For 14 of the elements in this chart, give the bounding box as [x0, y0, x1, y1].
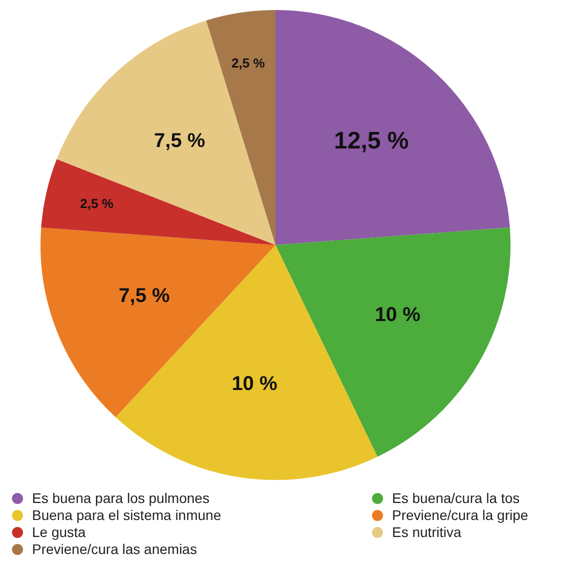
data-label: 2,5 % — [80, 196, 114, 211]
data-label: 12,5 % — [334, 127, 409, 154]
legend-label: Previene/cura la gripe — [392, 507, 528, 523]
legend-label: Es buena para los pulmones — [32, 490, 210, 506]
legend-label: Es nutritiva — [392, 524, 462, 540]
data-label: 10 % — [374, 304, 421, 326]
data-label: 2,5 % — [232, 55, 266, 70]
legend-label: Buena para el sistema inmune — [32, 507, 222, 523]
legend-label: Es buena/cura la tos — [392, 490, 520, 506]
legend-label: Previene/cura las anemias — [32, 541, 197, 557]
data-label: 7,5 % — [154, 130, 206, 152]
data-label: 7,5 % — [118, 285, 170, 308]
legend-label: Le gusta — [32, 524, 86, 540]
data-label: 10 % — [232, 372, 278, 395]
